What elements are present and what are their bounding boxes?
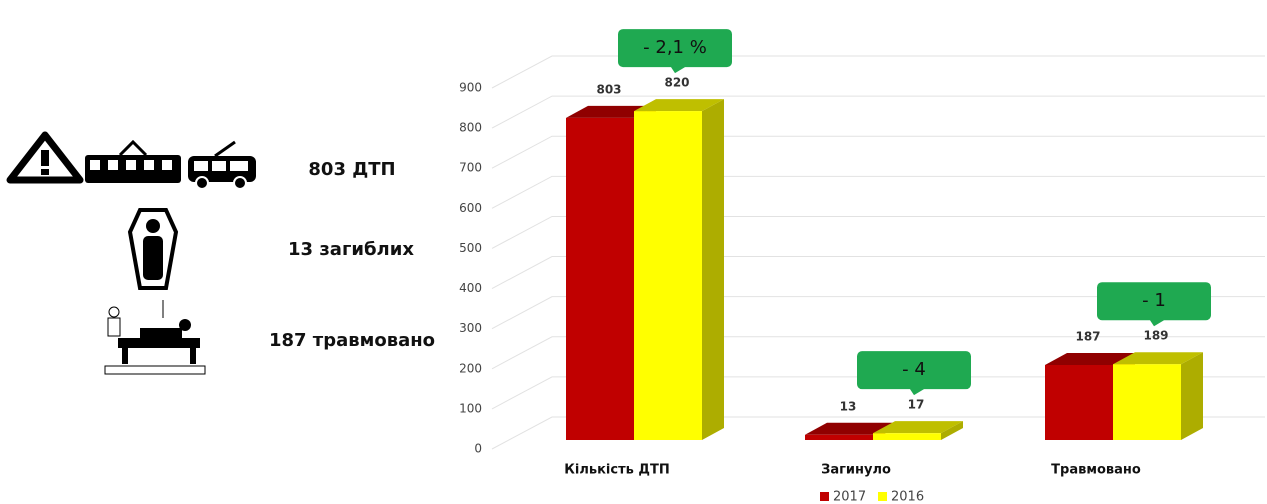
bar [1045,365,1113,440]
value-label: 820 [664,76,689,90]
x-tick-label: Травмовано [1051,463,1141,478]
summary-text: 187 травмовано [269,330,435,351]
x-tick-label: Кількість ДТП [564,463,669,478]
y-tick-label: 700 [459,161,482,175]
y-tick-label: 800 [459,121,482,135]
x-tick-label: Загинуло [821,463,891,478]
y-tick-label: 100 [459,401,482,415]
bar-side [1181,352,1203,440]
callout-text: - 2,1 % [643,37,707,58]
value-label: 189 [1143,329,1168,343]
bar [873,433,941,440]
page: 803 ДТП 13 загиблих 187 травмовано 0 100 200 3… [0,0,1267,504]
y-tick-label: 0 [474,442,482,456]
bar-side [702,99,724,440]
legend-swatch [820,492,829,501]
bar [805,435,873,440]
value-label: 803 [596,82,621,96]
bar [566,118,634,440]
legend-swatch [878,492,887,501]
summary-text: 803 ДТП [308,159,395,180]
bar [1113,364,1181,440]
legend-label: 2016 [891,490,924,504]
bar [634,111,702,440]
icons [10,135,256,374]
y-tick-label: 400 [459,281,482,295]
value-label: 17 [908,398,925,412]
y-tick-label: 300 [459,321,482,335]
callout-text: - 4 [902,359,926,380]
y-tick-label: 600 [459,201,482,215]
legend-label: 2017 [833,490,866,504]
value-label: 187 [1075,329,1100,343]
y-tick-label: 200 [459,361,482,375]
value-label: 13 [840,399,857,413]
summary-text: 13 загиблих [288,239,414,260]
callout-text: - 1 [1142,290,1166,311]
y-tick-label: 500 [459,241,482,255]
y-tick-label: 900 [459,81,482,95]
